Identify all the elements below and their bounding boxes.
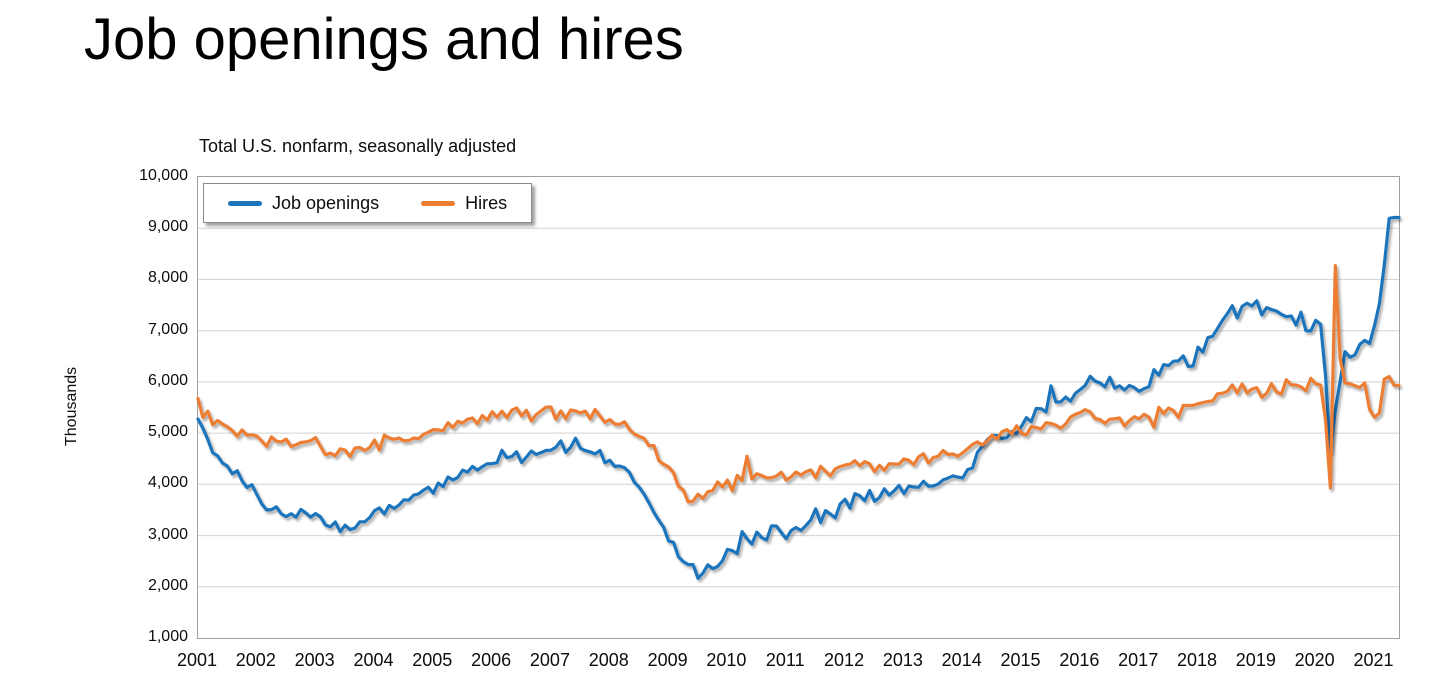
legend-label-hires: Hires	[465, 192, 508, 213]
y-tick-label: 9,000	[147, 218, 188, 236]
x-tick-label: 2006	[471, 650, 512, 670]
y-tick-label: 6,000	[147, 371, 188, 389]
x-tick-label: 2017	[1118, 650, 1159, 670]
job-openings-line-swatch	[228, 200, 262, 206]
x-tick-label: 2013	[882, 650, 923, 670]
legend-item-hires: Hires	[421, 193, 507, 214]
x-tick-label: 2018	[1176, 650, 1218, 670]
x-tick-label: 2019	[1235, 650, 1276, 670]
hires-line-swatch	[421, 200, 456, 206]
x-tick-label: 2008	[588, 650, 629, 670]
chart-legend: Job openings Hires	[203, 183, 533, 223]
y-tick-label: 1,000	[147, 628, 188, 645]
x-tick-label: 2003	[294, 650, 335, 670]
x-tick-label: 2020	[1294, 650, 1335, 670]
line-chart	[196, 215, 1401, 588]
x-tick-label: 2012	[824, 650, 865, 670]
x-tick-label: 2010	[706, 650, 747, 670]
y-tick-label: 3,000	[147, 525, 188, 543]
y-tick-label: 8,000	[147, 269, 188, 287]
x-tick-label: 2001	[176, 650, 218, 670]
x-tick-label: 2005	[412, 650, 453, 670]
x-tick-label: 2004	[353, 650, 394, 670]
x-tick-label: 2011	[765, 650, 805, 670]
legend-item-job-openings: Job openings	[228, 193, 379, 214]
x-tick-label: 2009	[647, 650, 688, 670]
page-title: Job openings and hires	[84, 7, 684, 72]
y-tick-label: 10,000	[139, 167, 188, 184]
x-tick-label: 2015	[1000, 650, 1041, 670]
x-tick-label: 2021	[1353, 650, 1394, 670]
x-tick-label: 2007	[529, 650, 570, 670]
y-tick-label: 5,000	[147, 423, 188, 441]
plot-area	[196, 176, 1401, 639]
legend-label-job-openings: Job openings	[272, 192, 380, 213]
chart-subtitle: Total U.S. nonfarm, seasonally adjusted	[199, 136, 517, 156]
y-axis-title: Thousands	[63, 366, 80, 447]
x-tick-label: 2002	[235, 650, 276, 670]
y-tick-label: 7,000	[147, 320, 188, 338]
y-tick-label: 4,000	[147, 474, 188, 492]
x-tick-label: 2016	[1059, 650, 1100, 670]
x-tick-label: 2014	[941, 650, 982, 670]
y-tick-label: 2,000	[147, 576, 188, 594]
